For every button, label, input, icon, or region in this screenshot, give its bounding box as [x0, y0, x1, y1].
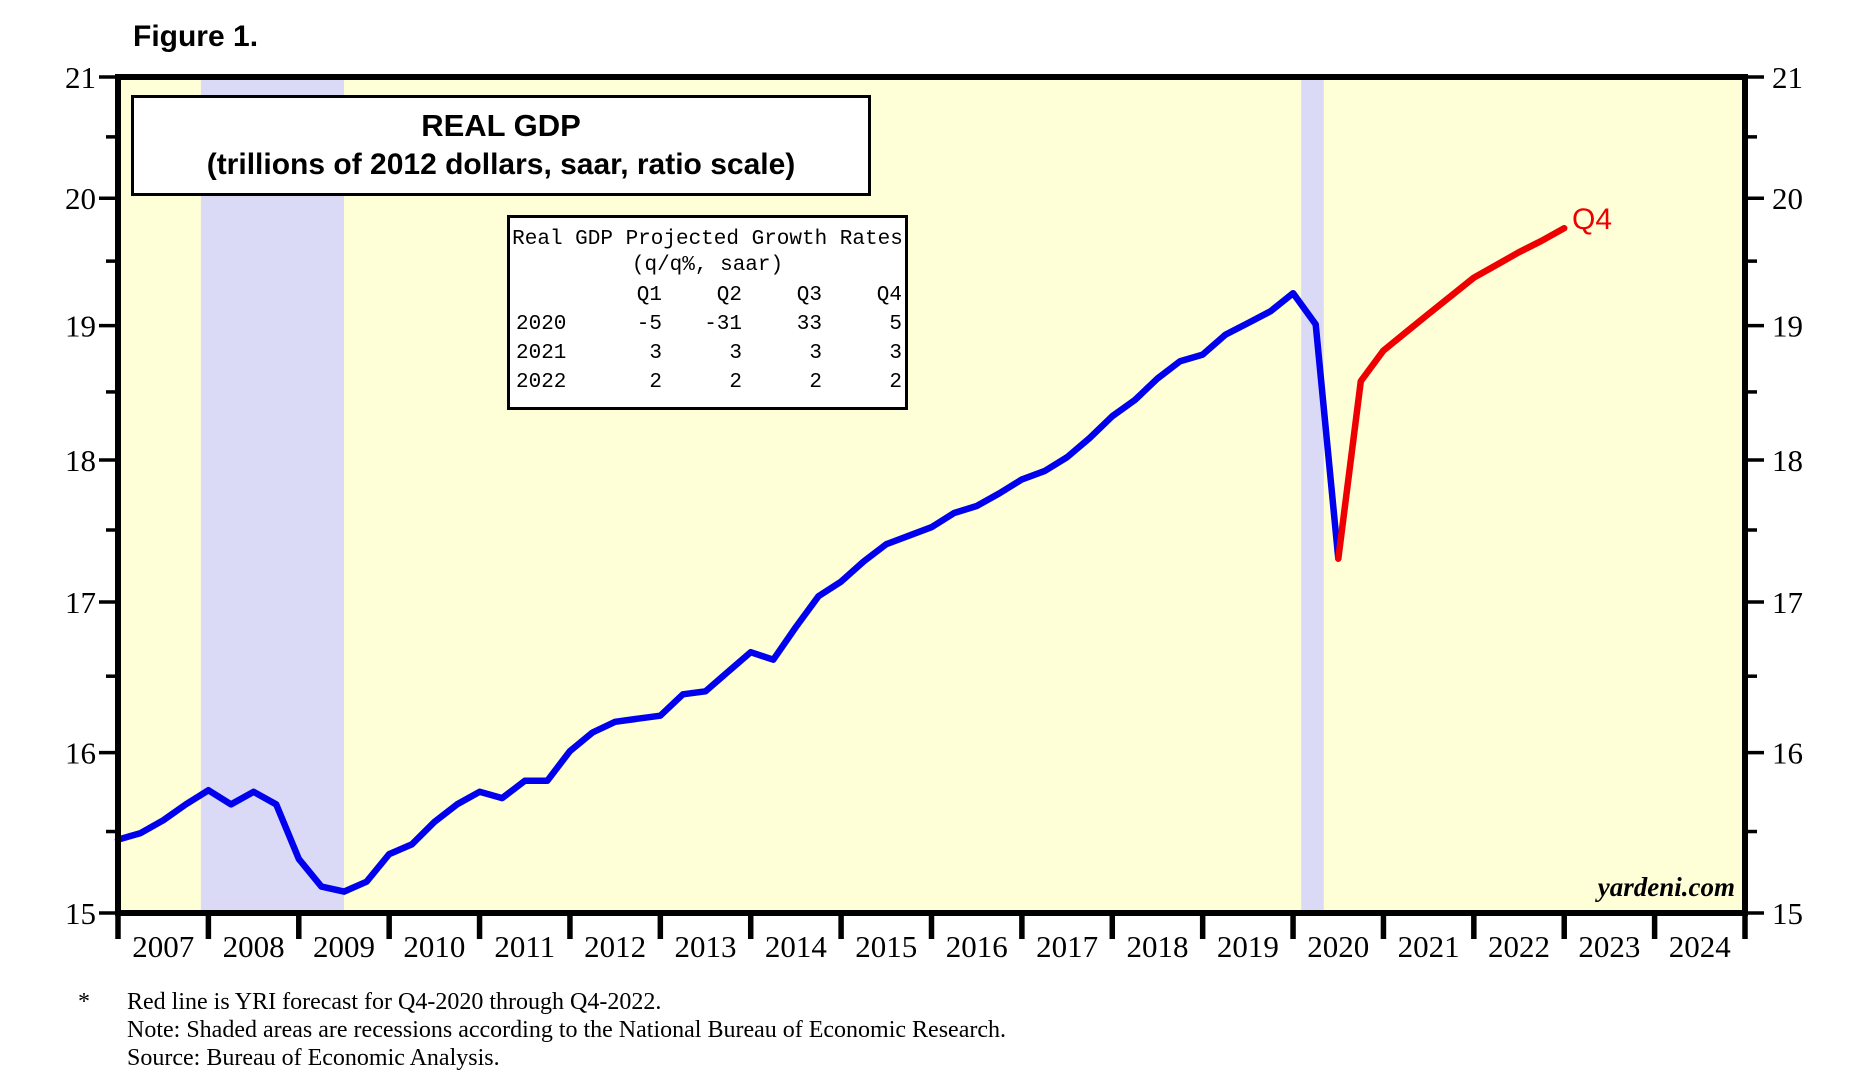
growth-rates-table-box: Real GDP Projected Growth Rates (q/q%, s…	[507, 215, 908, 410]
growth-value: -31	[704, 313, 742, 336]
actual-line	[114, 289, 1342, 895]
growth-header-blank	[516, 281, 582, 310]
watermark: yardeni.com	[1597, 872, 1735, 902]
growth-year: 2021	[516, 342, 567, 365]
x-axis-label: 2007	[132, 929, 194, 964]
growth-value: 3	[729, 342, 742, 365]
y-axis-label-right: 20	[1772, 181, 1803, 216]
x-axis-label: 2021	[1398, 929, 1460, 964]
growth-table-header-row: Q1 Q2 Q3 Q4	[516, 281, 902, 310]
x-axis-label: 2008	[223, 929, 285, 964]
growth-table-row-2020: 2020 -5 -31 33 5	[516, 310, 902, 339]
growth-value: 2	[729, 371, 742, 394]
growth-value: 2	[649, 371, 662, 394]
y-axis-label-left: 15	[65, 896, 96, 931]
growth-value: 5	[889, 313, 902, 336]
x-axis-label: 2009	[313, 929, 375, 964]
footnote-line-2: Note: Shaded areas are recessions accord…	[78, 1016, 1006, 1044]
footnote-line-1: * Red line is YRI forecast for Q4-2020 t…	[78, 988, 1006, 1016]
footnote-text-2: Note: Shaded areas are recessions accord…	[127, 1017, 1006, 1043]
x-axis-label: 2024	[1669, 929, 1732, 964]
growth-value: 2	[889, 371, 902, 394]
y-axis-label-right: 18	[1772, 443, 1803, 478]
x-axis-label: 2022	[1488, 929, 1550, 964]
growth-value: 3	[889, 342, 902, 365]
y-axis-label-right: 16	[1772, 736, 1803, 771]
growth-year: 2022	[516, 371, 567, 394]
growth-value: -5	[636, 313, 662, 336]
growth-value: 3	[649, 342, 662, 365]
x-axis-label: 2016	[946, 929, 1008, 964]
growth-table-row-2021: 2021 3 3 3 3	[516, 339, 902, 368]
growth-header-q1: Q1	[636, 284, 662, 307]
y-axis-label-left: 17	[65, 585, 96, 620]
chart-subtitle: (trillions of 2012 dollars, saar, ratio …	[206, 148, 796, 182]
x-axis-label: 2017	[1036, 929, 1098, 964]
footnote-marker: *	[78, 989, 90, 1015]
plot-background	[118, 77, 1745, 913]
growth-header-q4: Q4	[876, 284, 902, 307]
chart-title-box: REAL GDP (trillions of 2012 dollars, saa…	[131, 95, 871, 196]
y-axis-label-right: 19	[1772, 309, 1803, 344]
x-axis-label: 2013	[675, 929, 737, 964]
growth-table-title: Real GDP Projected Growth Rates	[512, 228, 903, 251]
growth-value: 3	[809, 342, 822, 365]
recession-band	[200, 80, 344, 910]
growth-header-q2: Q2	[716, 284, 742, 307]
growth-table-row-2022: 2022 2 2 2 2	[516, 368, 902, 397]
footnote-block: * Red line is YRI forecast for Q4-2020 t…	[78, 988, 1006, 1072]
forecast-end-label: Q4	[1572, 203, 1613, 236]
growth-value: 2	[809, 371, 822, 394]
y-axis-label-right: 15	[1772, 896, 1803, 931]
x-axis-label: 2010	[403, 929, 465, 964]
growth-value: 33	[796, 313, 822, 336]
y-axis-label-left: 19	[65, 309, 96, 344]
recession-band	[1301, 80, 1324, 910]
growth-year: 2020	[516, 313, 567, 336]
x-axis-label: 2020	[1307, 929, 1369, 964]
footnote-text-1: Red line is YRI forecast for Q4-2020 thr…	[127, 989, 662, 1015]
growth-table-subtitle: (q/q%, saar)	[631, 254, 784, 277]
x-axis-label: 2018	[1126, 929, 1188, 964]
y-axis-label-left: 21	[65, 60, 96, 95]
growth-header-q3: Q3	[796, 284, 822, 307]
y-axis-label-right: 21	[1772, 60, 1803, 95]
y-axis-label-left: 20	[65, 181, 96, 216]
footnote-line-3: Source: Bureau of Economic Analysis.	[78, 1044, 1006, 1072]
x-axis-label: 2011	[494, 929, 555, 964]
x-axis-label: 2014	[765, 929, 828, 964]
growth-table: Q1 Q2 Q3 Q4 2020 -5 -31 33 5 2021 3 3 3 …	[516, 281, 902, 397]
x-axis-label: 2015	[855, 929, 917, 964]
x-axis-label: 2012	[584, 929, 646, 964]
forecast-line	[1335, 224, 1568, 562]
y-axis-label-right: 17	[1772, 585, 1803, 620]
x-axis-label: 2019	[1217, 929, 1279, 964]
chart-title: REAL GDP	[421, 108, 581, 144]
y-axis-label-left: 16	[65, 736, 96, 771]
x-axis-label: 2023	[1578, 929, 1640, 964]
y-axis-label-left: 18	[65, 443, 96, 478]
plot-frame	[115, 74, 1748, 916]
footnote-text-3: Source: Bureau of Economic Analysis.	[127, 1045, 500, 1071]
figure-label: Figure 1.	[133, 20, 259, 53]
